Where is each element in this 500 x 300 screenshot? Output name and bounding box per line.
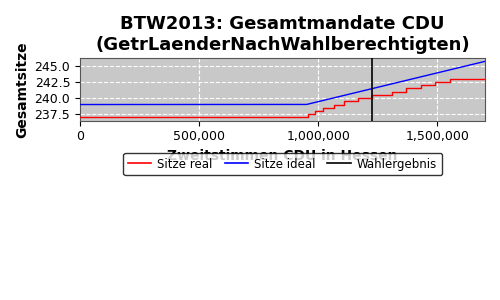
X-axis label: Zweitstimmen CDU in Hessen: Zweitstimmen CDU in Hessen [168, 149, 398, 163]
Title: BTW2013: Gesamtmandate CDU
(GetrLaenderNachWahlberechtigten): BTW2013: Gesamtmandate CDU (GetrLaenderN… [95, 15, 470, 54]
Y-axis label: Gesamtsitze: Gesamtsitze [15, 41, 29, 138]
Legend: Sitze real, Sitze ideal, Wahlergebnis: Sitze real, Sitze ideal, Wahlergebnis [123, 153, 442, 175]
